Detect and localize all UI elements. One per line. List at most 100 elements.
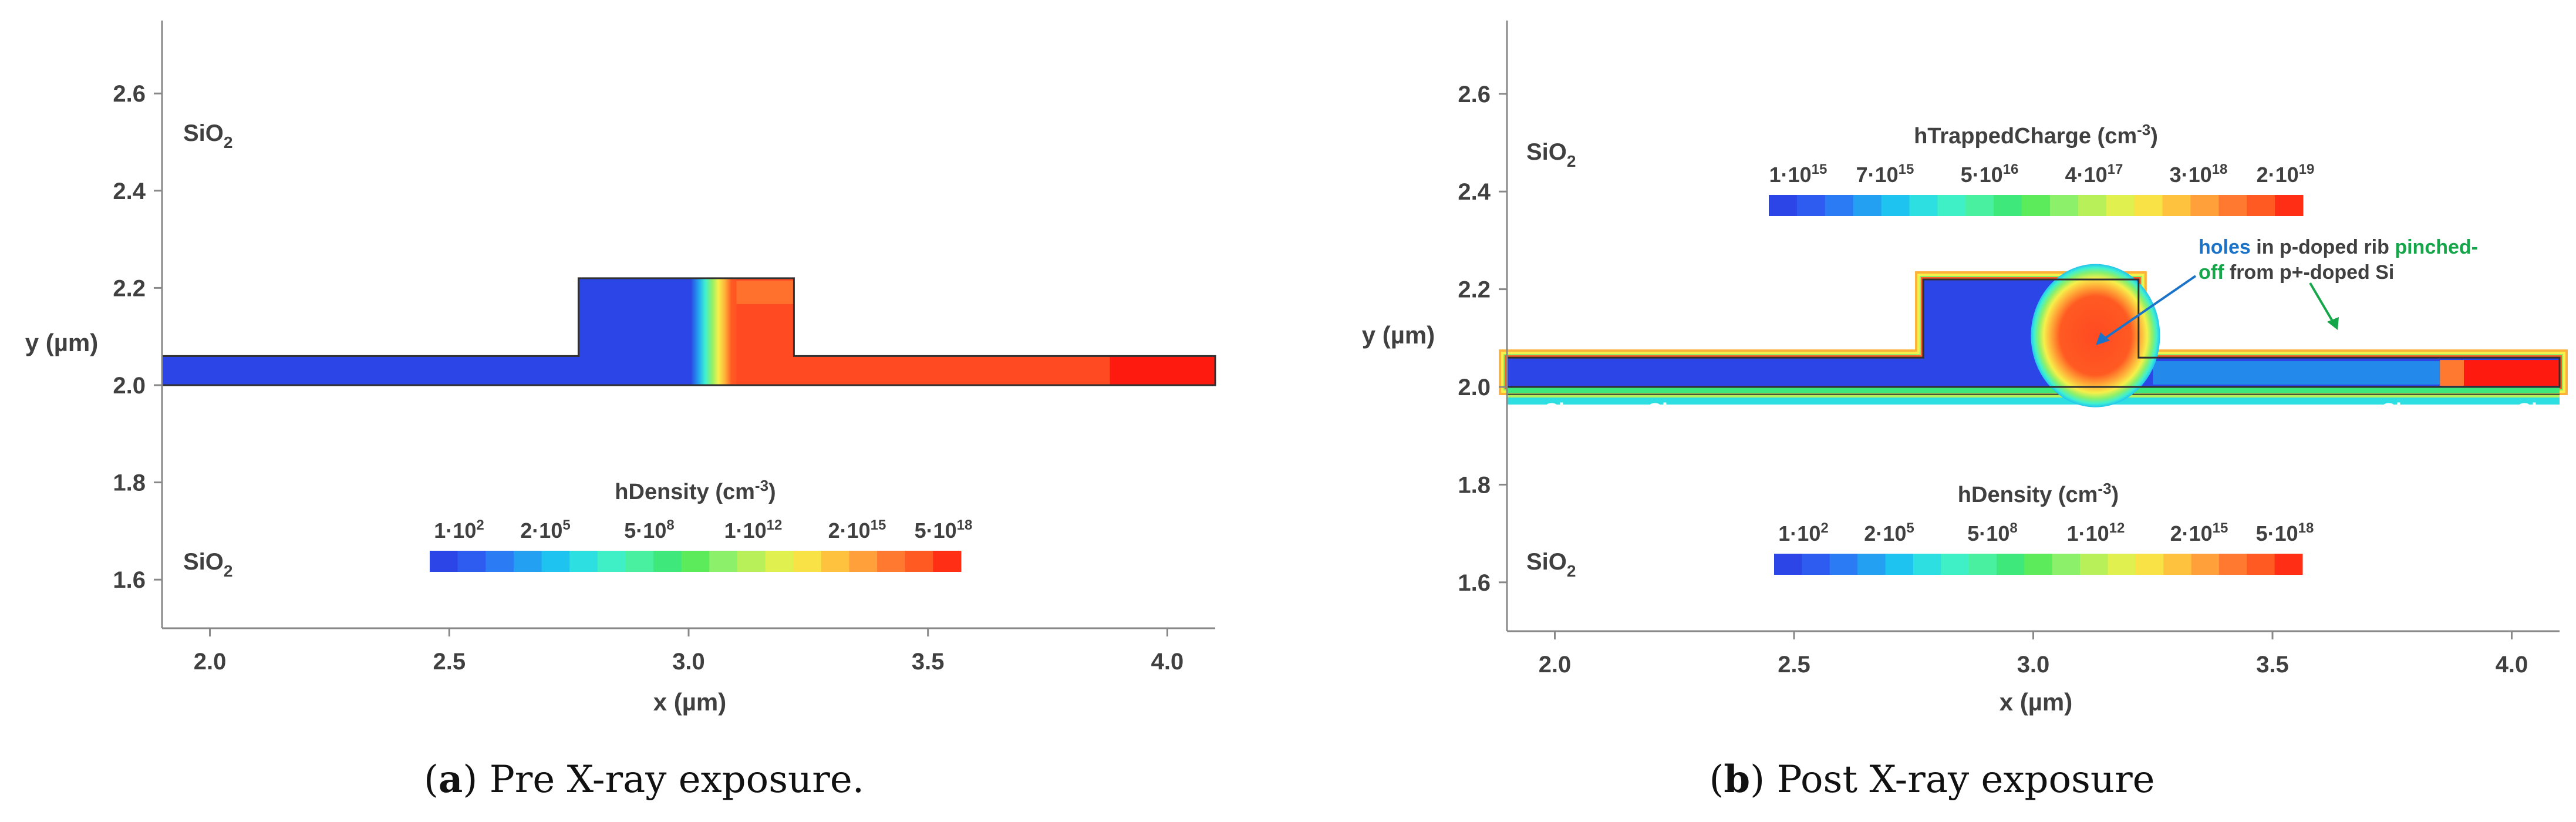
sio2-bottom-label: SiO2 — [183, 549, 232, 580]
colorbar-swatch — [2134, 195, 2163, 216]
panel-b: 2.0 2.5 3.0 3.5 4.0 1.6 1.8 2.0 2.2 2.4 2.6 x (µm… — [1362, 21, 2568, 716]
colorbar-tick-mantissa: 7·10 — [1856, 163, 1899, 187]
sio2-top-label: SiO2 — [183, 120, 232, 151]
colorbar-tick-mantissa: 5·10 — [1961, 163, 2003, 187]
colorbar-swatch — [2190, 195, 2219, 216]
svg-text:off from p+-doped Si: off from p+-doped Si — [2199, 261, 2394, 284]
y-tick-label: 1.6 — [1458, 570, 1491, 596]
colorbar-swatch — [2247, 195, 2275, 216]
colorbar-swatch — [1802, 554, 1830, 575]
colorbar-tick-exponent: 5 — [1906, 520, 1914, 536]
colorbar-swatch — [709, 551, 738, 572]
colorbar-swatch — [2135, 554, 2164, 575]
colorbar-title: hTrappedCharge (cm-3) — [1914, 121, 2158, 149]
x-tick-label: 2.5 — [433, 649, 466, 675]
colorbar-tick-exponent: 18 — [957, 517, 973, 533]
colorbar-swatch — [821, 551, 849, 572]
colorbar-swatch — [2052, 554, 2081, 575]
colorbar-tick-mantissa: 5·10 — [624, 518, 666, 543]
junction-gradient — [665, 278, 746, 385]
colorbar-tick-mantissa: 5·10 — [915, 518, 957, 543]
colorbar-title-end: ) — [2150, 124, 2158, 149]
colorbar-swatch — [933, 551, 962, 572]
colorbar-tick-mantissa: 4·10 — [2065, 163, 2108, 187]
x-axis-label: x (µm) — [2000, 688, 2073, 716]
colorbar-swatch — [905, 551, 933, 572]
colorbar-tick-label: 2·105 — [520, 517, 570, 543]
x-tick-labels: 2.0 2.5 3.0 3.5 4.0 — [194, 628, 1184, 675]
caption-b: (b) Post X-ray exposure — [1709, 757, 2155, 801]
y-axis-label: y (µm) — [1362, 321, 1435, 349]
colorbar-tick-exponent: 12 — [767, 517, 783, 533]
colorbar-tick-mantissa: 2·10 — [828, 518, 871, 543]
sio2-top-label: SiO2 — [1526, 139, 1576, 170]
x-tick-label: 3.5 — [912, 649, 945, 675]
colorbar-tick-exponent: 16 — [2003, 161, 2019, 177]
colorbar-swatch — [457, 551, 486, 572]
colorbar-tick-label: 2·1015 — [828, 517, 886, 543]
colorbar-swatch — [2024, 554, 2053, 575]
sio2-bottom-label: SiO2 — [1526, 549, 1576, 580]
colorbar-swatch — [1994, 195, 2022, 216]
colorbar-tick-mantissa: 1·10 — [2067, 521, 2109, 545]
colorbar-tick-label: 1·1012 — [2067, 520, 2125, 545]
x-tick-labels: 2.0 2.5 3.0 3.5 4.0 — [1539, 631, 2528, 678]
y-tick-labels: 1.6 1.8 2.0 2.2 2.4 2.6 — [113, 81, 162, 593]
y-tick-label: 1.8 — [1458, 472, 1491, 498]
colorbar-tick-exponent: 18 — [2298, 520, 2314, 536]
colorbar-tick-exponent: 12 — [2109, 520, 2125, 536]
p-plus-region-fill — [1110, 356, 1215, 385]
annotation-holes-pinched-off: holes in p-doped rib pinched- off from p… — [2096, 236, 2478, 345]
colorbar-tick-exponent: 8 — [666, 517, 674, 533]
x-tick-label: 4.0 — [2496, 652, 2528, 678]
colorbar-swatch — [1829, 554, 1858, 575]
y-tick-label: 2.0 — [113, 373, 146, 399]
colorbar-title-main: hDensity (cm — [615, 480, 755, 504]
device-outline — [1506, 278, 2561, 388]
colorbar-tick-label: 5·108 — [1967, 520, 2017, 545]
colorbar-title-sup: -3 — [2137, 121, 2150, 139]
colorbar-swatch — [485, 551, 514, 572]
n-plus-si-label: n+ Si — [169, 393, 220, 417]
colorbar-swatch — [541, 551, 570, 572]
colorbar-tick-exponent: 5 — [562, 517, 570, 533]
caption-a: (a) Pre X-ray exposure. — [423, 757, 865, 801]
p-plus-si-label: p+ Si — [1139, 393, 1190, 417]
colorbar-tick-label: 5·1016 — [1961, 161, 2019, 187]
colorbar-swatch — [2049, 195, 2079, 216]
colorbar-tick-mantissa: 3·10 — [2170, 163, 2212, 187]
y-tick-label: 2.6 — [113, 81, 146, 107]
colorbar-tick-mantissa: 5·10 — [2256, 521, 2298, 545]
p-plus-edge — [2440, 360, 2464, 386]
colorbar-swatch — [1857, 554, 1886, 575]
colorbar-title-end: ) — [2112, 483, 2119, 507]
y-tick-label: 2.0 — [1458, 375, 1491, 400]
colorbar-tick-mantissa: 1·10 — [1769, 163, 1812, 187]
colorbar-swatch — [2080, 554, 2108, 575]
y-tick-label: 1.8 — [113, 470, 146, 496]
colorbar-tick-exponent: 17 — [2108, 161, 2123, 177]
colorbar-tick-mantissa: 1·10 — [434, 518, 476, 543]
colorbar-swatch — [1853, 195, 1882, 216]
colorbar-tick-label: 2·105 — [1864, 520, 1914, 545]
colorbar-swatch — [765, 551, 794, 572]
colorbar-swatch — [430, 551, 458, 572]
colorbar-tick-mantissa: 1·10 — [1778, 521, 1820, 545]
y-tick-label: 2.4 — [113, 178, 146, 204]
x-tick-label: 3.0 — [2017, 652, 2050, 678]
y-axis-label: y (µm) — [25, 329, 99, 356]
arrow-to-pinch — [2309, 282, 2335, 324]
colorbar-tick-label: 5·108 — [624, 517, 674, 543]
x-tick-label: 2.0 — [194, 649, 227, 675]
colorbar-tick-exponent: 15 — [2213, 520, 2228, 536]
colorbar-swatch — [653, 551, 682, 572]
colorbar-swatch — [1825, 195, 1854, 216]
colorbar-swatch — [2191, 554, 2220, 575]
p-plus-si-label: p+ Si — [2486, 399, 2537, 423]
y-tick-label: 2.2 — [113, 275, 146, 301]
colorbar-tick-label: 2·1019 — [2257, 161, 2315, 187]
p-plus-region-fill — [2464, 360, 2560, 386]
colorbar-swatch — [1885, 554, 1914, 575]
colorbar-tick-exponent: 2 — [1820, 520, 1828, 536]
arrow-head-holes — [2096, 332, 2110, 345]
